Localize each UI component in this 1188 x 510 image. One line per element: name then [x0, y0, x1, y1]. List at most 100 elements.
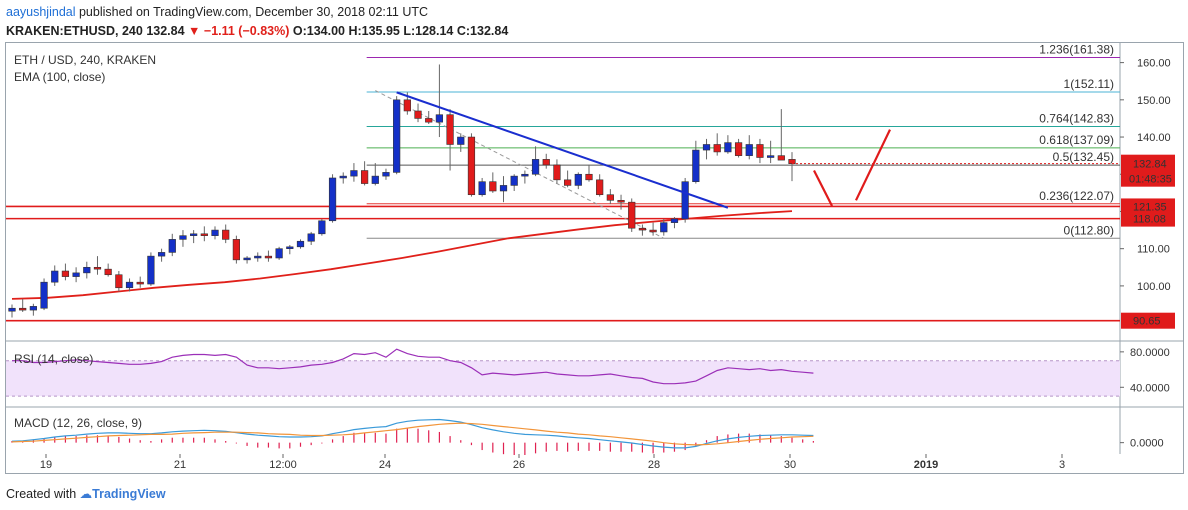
- chart-canvas[interactable]: 160.00150.00140.00130.00120.00110.00100.…: [0, 0, 1188, 480]
- candle-body: [713, 144, 721, 153]
- candle-body: [371, 175, 379, 184]
- candle-body: [403, 99, 411, 112]
- last-price: 132.84: [146, 24, 185, 38]
- candle-body: [83, 266, 91, 274]
- candle-body: [232, 239, 240, 261]
- candle-body: [734, 142, 743, 156]
- price-tick-label: 160.00: [1137, 58, 1171, 70]
- publish-info: aayushjindal published on TradingView.co…: [6, 5, 428, 19]
- candle-body: [681, 181, 689, 220]
- price-marker-box: [1121, 198, 1175, 215]
- chart-title: ETH / USD, 240, KRAKEN: [14, 53, 156, 67]
- candle-body: [617, 200, 625, 203]
- forecast-down-arrow: [813, 170, 833, 207]
- candle-body: [19, 307, 27, 311]
- rsi-tick-label: 80.0000: [1130, 347, 1170, 359]
- candle-body: [318, 220, 326, 235]
- time-tick-label: 21: [174, 459, 186, 471]
- candle-body: [157, 252, 166, 257]
- fib-level-label: 0(112.80): [1064, 223, 1114, 237]
- candle-body: [788, 159, 796, 164]
- time-axis: 19 21 12:00 24 26 28 30 2019 3: [40, 454, 1065, 471]
- candle-body: [29, 306, 37, 311]
- candle-body: [179, 235, 187, 240]
- forecast-up-arrow: [855, 129, 891, 201]
- fib-anchor-line: [375, 90, 665, 239]
- macd-legend: MACD (12, 26, close, 9): [14, 416, 142, 430]
- candle-body: [190, 233, 198, 236]
- candle-body: [553, 164, 561, 181]
- candle-body: [104, 268, 112, 276]
- candle-body: [40, 281, 48, 309]
- candle-body: [115, 274, 123, 289]
- candle-body: [756, 144, 764, 158]
- candle-body: [254, 255, 262, 259]
- candle-body: [393, 99, 401, 173]
- candle-body: [585, 173, 593, 181]
- price-tick-label: 100.00: [1137, 281, 1171, 293]
- macd-pane: 0.0000 MACD (12, 26, close, 9): [11, 416, 1164, 455]
- candle-body: [435, 114, 444, 123]
- candle-body: [606, 194, 614, 201]
- candle-body: [275, 248, 283, 259]
- candle-body: [168, 239, 176, 253]
- candle-body: [339, 175, 347, 179]
- author-link[interactable]: aayushjindal: [6, 5, 76, 19]
- price-marker-box: [1121, 210, 1175, 227]
- trend-line: [396, 91, 729, 209]
- candle-body: [93, 266, 102, 270]
- candle-body: [745, 144, 753, 156]
- candle-body: [724, 142, 732, 153]
- candle-body: [542, 159, 550, 166]
- time-tick-label: 30: [784, 459, 796, 471]
- fib-level-label: 0.236(122.07): [1039, 189, 1114, 203]
- rsi-tick-label: 40.0000: [1130, 382, 1170, 394]
- candle-body: [467, 136, 476, 196]
- fib-level-label: 1.236(161.38): [1039, 42, 1114, 56]
- macd-line: [11, 418, 814, 449]
- ema-line: [11, 210, 793, 300]
- support-price-label: 121.35: [1133, 201, 1167, 213]
- candle-body: [670, 218, 679, 223]
- price-tick-label: 140.00: [1137, 132, 1171, 144]
- candle-body: [211, 229, 219, 236]
- candle-body: [499, 185, 508, 192]
- candle-body: [72, 272, 80, 277]
- candle-body: [564, 179, 572, 186]
- fib-level-label: 1(152.11): [1064, 77, 1114, 91]
- candle-body: [649, 229, 657, 233]
- candle-body: [286, 246, 294, 249]
- time-tick-label: 26: [513, 459, 525, 471]
- candle-body: [350, 170, 358, 177]
- candle-body: [222, 229, 230, 240]
- candle-body: [702, 144, 711, 151]
- candle-body: [660, 222, 668, 233]
- candle-body: [425, 118, 433, 123]
- candle-body: [382, 172, 390, 177]
- candle-body: [200, 233, 208, 236]
- candle-body: [628, 201, 636, 229]
- candle-body: [328, 177, 337, 222]
- fib-level-label: 0.618(137.09): [1039, 133, 1114, 147]
- candle-body: [125, 281, 134, 289]
- tradingview-brand[interactable]: TradingView: [92, 487, 166, 501]
- candle-body: [767, 155, 775, 158]
- candle-body: [264, 255, 273, 259]
- tradingview-logo-icon: ☁: [79, 487, 93, 501]
- candle-body: [307, 233, 315, 242]
- price-tick-label: 110.00: [1137, 244, 1170, 256]
- created-with-text: Created with: [6, 487, 77, 501]
- candle-body: [478, 181, 486, 196]
- publish-text: published on TradingView.com, December 3…: [78, 5, 429, 19]
- candle-body: [446, 114, 454, 145]
- rsi-line: [12, 348, 814, 385]
- candle-body: [596, 179, 604, 196]
- ohlc-values: O:134.00 H:135.95 L:128.14 C:132.84: [292, 24, 509, 38]
- symbol: KRAKEN:ETHUSD, 240: [6, 24, 143, 38]
- rsi-legend: RSI (14, close): [14, 352, 93, 366]
- fib-level-label: 0.764(142.83): [1039, 112, 1114, 126]
- support-price-label: 90.65: [1133, 316, 1161, 328]
- candle-body: [489, 181, 497, 192]
- price-tick-label: 150.00: [1137, 95, 1171, 107]
- candle-body: [51, 270, 59, 283]
